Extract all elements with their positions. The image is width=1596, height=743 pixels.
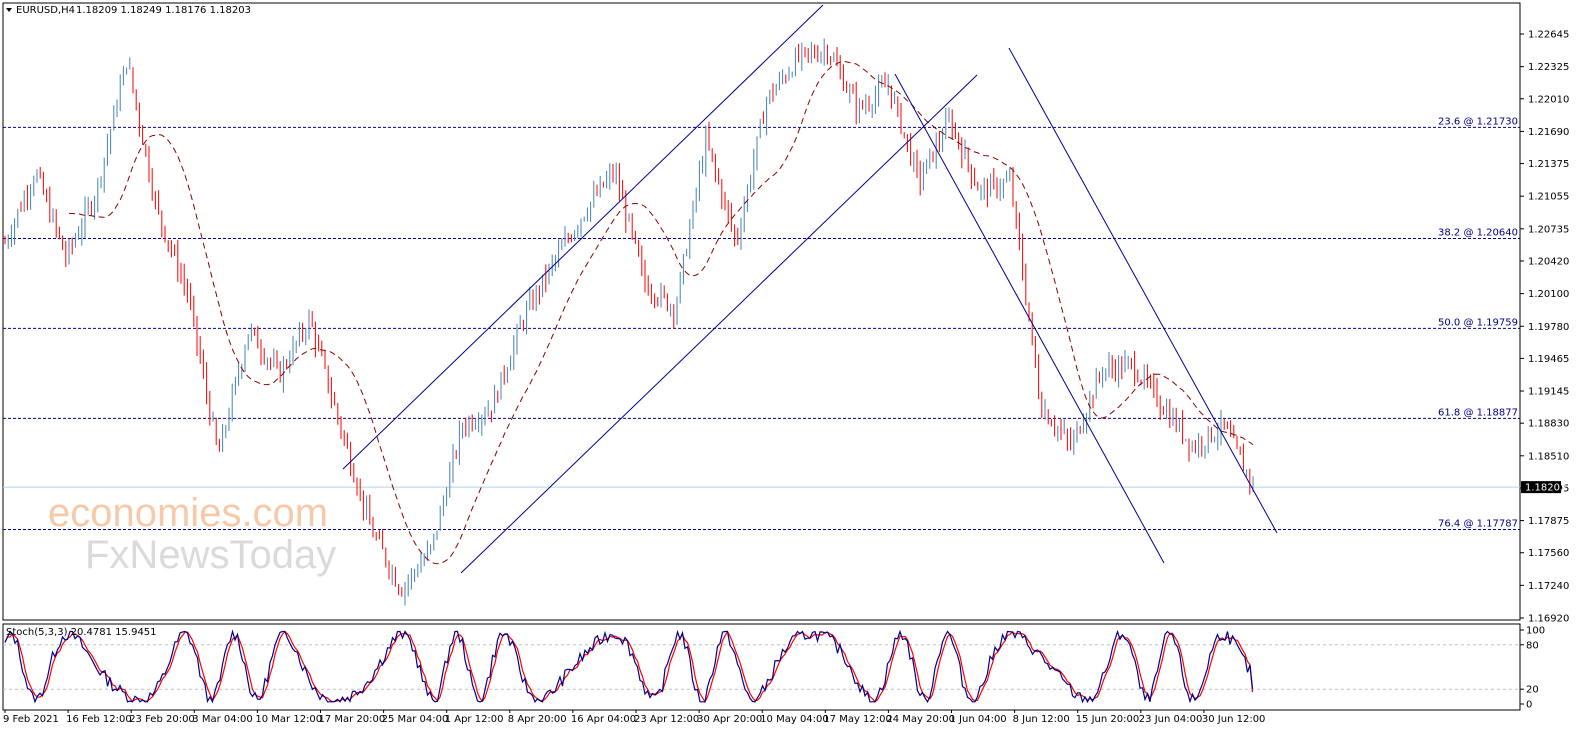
price-tick-label: 1.16920 (1528, 614, 1569, 625)
stoch-tick-label: 0 (1526, 700, 1532, 711)
price-tick-label: 1.17875 (1528, 516, 1569, 527)
time-tick-label: 23 Jun 04:00 (1139, 714, 1203, 725)
stoch-tick-label: 80 (1526, 640, 1539, 651)
price-panel-frame (2, 2, 1521, 621)
descending-channel-upper (1008, 47, 1278, 534)
time-tick-label: 30 Apr 20:00 (697, 714, 762, 725)
ascending-channel-upper (342, 4, 824, 470)
time-tick-label: 1 Apr 12:00 (445, 714, 504, 725)
current-price-tag: 1.18203 (1521, 481, 1566, 494)
stoch-axis: 100 80 20 0 (1520, 626, 1545, 711)
price-tick-label: 1.18510 (1528, 451, 1569, 462)
time-tick-label: 23 Feb 20:00 (129, 714, 195, 725)
fib-level-label: 76.4 @ 1.17787 (1438, 519, 1518, 530)
time-tick-label: 10 May 04:00 (760, 714, 829, 725)
moving-average-line (69, 60, 1254, 565)
time-tick-label: 8 Apr 20:00 (508, 714, 567, 725)
chevron-down-icon[interactable] (6, 8, 12, 12)
symbol-label: EURUSD,H4 (16, 5, 75, 16)
watermark-line2: FxNewsToday (85, 533, 336, 577)
stoch-tick-label: 100 (1526, 626, 1545, 637)
price-tick-label: 1.20735 (1528, 224, 1569, 235)
price-tick-label: 1.21375 (1528, 159, 1569, 170)
price-tick-label: 1.22645 (1528, 30, 1569, 41)
time-tick-label: 25 Mar 04:00 (382, 714, 449, 725)
price-tick-label: 1.21690 (1528, 127, 1569, 138)
svg-text:1.18203: 1.18203 (1525, 483, 1566, 494)
price-tick-label: 1.22010 (1528, 94, 1569, 105)
stoch-main-line (4, 629, 1254, 704)
descending-channel-lower (894, 73, 1165, 564)
price-tick-label: 1.19145 (1528, 387, 1569, 398)
time-tick-label: 15 Jun 20:00 (1076, 714, 1140, 725)
stoch-panel-frame (2, 623, 1521, 711)
time-tick-label: 17 May 12:00 (823, 714, 892, 725)
time-tick-label: 10 Mar 12:00 (255, 714, 322, 725)
fib-level-label: 50.0 @ 1.19759 (1438, 317, 1518, 328)
price-tick-label: 1.19465 (1528, 354, 1569, 365)
time-tick-label: 8 Jun 12:00 (1013, 714, 1070, 725)
time-tick-label: 17 Mar 20:00 (319, 714, 386, 725)
time-tick-label: 1 Jun 04:00 (950, 714, 1007, 725)
time-tick-label: 24 May 20:00 (886, 714, 955, 725)
ohlc-label: 1.18209 1.18249 1.18176 1.18203 (76, 5, 251, 16)
price-tick-label: 1.17560 (1528, 548, 1569, 559)
time-tick-label: 9 Feb 2021 (3, 714, 59, 725)
fib-level-label: 23.6 @ 1.21730 (1438, 116, 1518, 127)
fibonacci-layer: 23.6 @ 1.21730 38.2 @ 1.20640 50.0 @ 1.197… (3, 116, 1520, 531)
fib-level-label: 61.8 @ 1.18877 (1438, 407, 1518, 418)
price-tick-label: 1.20420 (1528, 256, 1569, 267)
watermark-line1: economies.com (48, 491, 328, 535)
price-tick-label: 1.20100 (1528, 289, 1569, 300)
price-tick-label: 1.17240 (1528, 581, 1569, 592)
price-tick-label: 1.19780 (1528, 322, 1569, 333)
price-tick-label: 1.21055 (1528, 192, 1569, 203)
time-tick-label: 3 Mar 04:00 (192, 714, 252, 725)
time-tick-label: 23 Apr 12:00 (634, 714, 699, 725)
time-tick-label: 30 Jun 12:00 (1202, 714, 1266, 725)
price-tick-label: 1.22325 (1528, 62, 1569, 73)
stoch-tick-label: 20 (1526, 685, 1539, 696)
price-tick-label: 1.18830 (1528, 419, 1569, 430)
price-axis: 1.22645 1.22325 1.22010 1.21690 1.21375 1.210… (1520, 30, 1569, 625)
ascending-channel-lower (460, 74, 978, 574)
fib-level-label: 38.2 @ 1.20640 (1438, 228, 1518, 239)
time-tick-label: 16 Feb 12:00 (66, 714, 132, 725)
stoch-title: Stoch(5,3,3) 20.4781 15.9451 (6, 627, 157, 638)
time-tick-label: 16 Apr 04:00 (571, 714, 636, 725)
chart-header: EURUSD,H4 1.18209 1.18249 1.18176 1.1820… (6, 5, 251, 16)
candles-layer (4, 38, 1254, 606)
